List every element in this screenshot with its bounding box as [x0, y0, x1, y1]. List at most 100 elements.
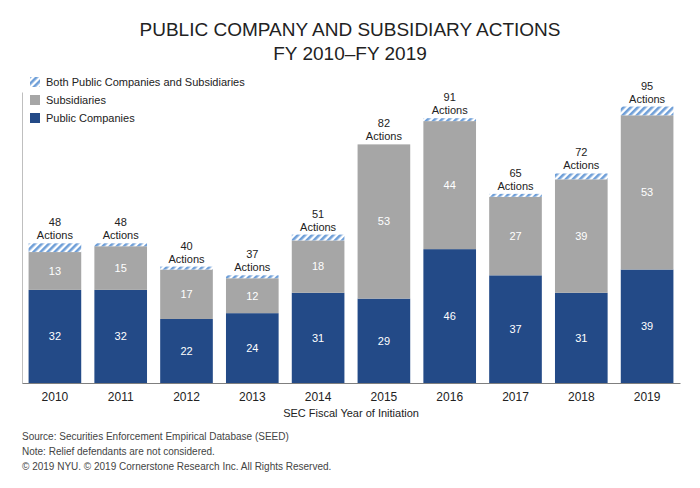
y-axis-line: [22, 93, 23, 384]
bar-segment: [94, 243, 147, 246]
x-tick: 2017: [502, 383, 529, 404]
bar-segment: [423, 121, 476, 249]
bar-segment: [621, 270, 674, 383]
legend-swatch: [30, 77, 40, 87]
x-axis-title: SEC Fiscal Year of Initiation: [283, 407, 419, 419]
bar-segment: [621, 115, 674, 269]
bar-segment: [226, 313, 279, 383]
bar-segment: [292, 240, 345, 292]
x-tick: 2010: [42, 383, 69, 404]
total-label: 65Actions: [497, 167, 534, 192]
chart: PUBLIC COMPANY AND SUBSIDIARY ACTIONS FY …: [0, 0, 700, 488]
total-label-line: Actions: [497, 180, 534, 192]
x-tick-label: 2018: [568, 390, 595, 404]
x-tick: 2014: [305, 383, 332, 404]
data-label: 17: [180, 288, 192, 300]
x-tick-label: 2010: [42, 390, 69, 404]
x-tick: 2013: [239, 383, 266, 404]
x-tick-label: 2017: [502, 390, 529, 404]
x-axis: 2010 2011 2012 2013 2014 2015 2016 2017 2018 2019: [23, 383, 681, 404]
total-label-line: 48: [115, 216, 127, 228]
total-label: 48Actions: [103, 216, 140, 241]
total-labels: 48Actions48Actions40Actions37Actions51Ac…: [37, 80, 666, 274]
data-label: 32: [115, 330, 127, 342]
bar-segment: [423, 118, 476, 121]
bar-segment: [29, 290, 82, 383]
total-label-line: Actions: [103, 229, 140, 241]
bar-segment: [160, 267, 213, 270]
total-label-line: 48: [49, 216, 61, 228]
total-label-line: Actions: [629, 93, 666, 105]
data-label: 29: [378, 335, 390, 347]
bar-segment: [489, 194, 542, 197]
total-label-line: 91: [444, 91, 456, 103]
data-label: 32: [49, 330, 61, 342]
footnote: Note: Relief defendants are not consider…: [22, 446, 215, 457]
plot-area: 3232222431294637313913151712185344273953…: [23, 80, 681, 404]
total-label-line: 40: [180, 240, 192, 252]
bar-segment: [489, 197, 542, 276]
data-label: 15: [115, 262, 127, 274]
total-label-line: 65: [509, 167, 521, 179]
total-label-line: 72: [575, 146, 587, 158]
x-tick-label: 2013: [239, 390, 266, 404]
bar-segment: [489, 275, 542, 383]
legend-label: Both Public Companies and Subsidiaries: [46, 76, 245, 88]
x-tick-label: 2016: [436, 390, 463, 404]
total-label-line: Actions: [234, 261, 271, 273]
x-tick: 2012: [173, 383, 200, 404]
legend-label: Public Companies: [46, 112, 135, 124]
data-label: 31: [312, 332, 324, 344]
data-label: 31: [575, 332, 587, 344]
data-label: 44: [444, 179, 456, 191]
total-label: 72Actions: [563, 146, 600, 171]
footnote: Source: Securities Enforcement Empirical…: [22, 431, 289, 442]
x-tick-label: 2019: [634, 390, 661, 404]
total-label: 40Actions: [168, 240, 205, 265]
data-label: 22: [180, 345, 192, 357]
x-tick: 2011: [108, 383, 134, 404]
total-label: 95Actions: [629, 80, 666, 105]
data-label: 39: [575, 230, 587, 242]
data-label: 27: [509, 230, 521, 242]
bar-segment: [292, 235, 345, 241]
total-label: 82Actions: [366, 117, 403, 142]
bar-segment: [555, 293, 608, 383]
x-tick-label: 2012: [173, 390, 200, 404]
total-label-line: 37: [246, 248, 258, 260]
legend-item: Both Public Companies and Subsidiaries: [30, 76, 245, 88]
total-label-line: Actions: [563, 159, 600, 171]
legend-swatch: [30, 113, 40, 123]
footnote: © 2019 NYU. © 2019 Cornerstone Research …: [22, 461, 331, 472]
total-label: 48Actions: [37, 216, 74, 241]
title: PUBLIC COMPANY AND SUBSIDIARY ACTIONS: [140, 19, 561, 40]
bar-segment: [423, 249, 476, 383]
bar-segment: [226, 278, 279, 313]
bar-segment: [555, 179, 608, 292]
total-label: 51Actions: [300, 208, 337, 233]
x-tick: 2018: [568, 383, 595, 404]
data-label: 53: [378, 215, 390, 227]
bars: [29, 107, 674, 383]
subtitle: FY 2010–FY 2019: [273, 43, 427, 64]
x-tick-label: 2014: [305, 390, 332, 404]
legend-label: Subsidiaries: [46, 94, 106, 106]
bar-segment: [226, 275, 279, 278]
total-label-line: Actions: [432, 104, 469, 116]
bar-segment: [29, 243, 82, 252]
bar-segment: [94, 290, 147, 383]
total-label-line: 51: [312, 208, 324, 220]
data-label: 46: [444, 310, 456, 322]
bar-segment: [358, 144, 411, 298]
data-label: 12: [246, 290, 258, 302]
bar-segment: [358, 299, 411, 383]
bar-segment: [94, 246, 147, 290]
bar-segment: [160, 270, 213, 319]
x-tick-label: 2015: [371, 390, 398, 404]
total-label-line: Actions: [300, 221, 337, 233]
bar-segment: [621, 107, 674, 116]
total-label-line: Actions: [366, 130, 403, 142]
data-label: 53: [641, 186, 653, 198]
total-label-line: 82: [378, 117, 390, 129]
x-tick: 2016: [436, 383, 463, 404]
